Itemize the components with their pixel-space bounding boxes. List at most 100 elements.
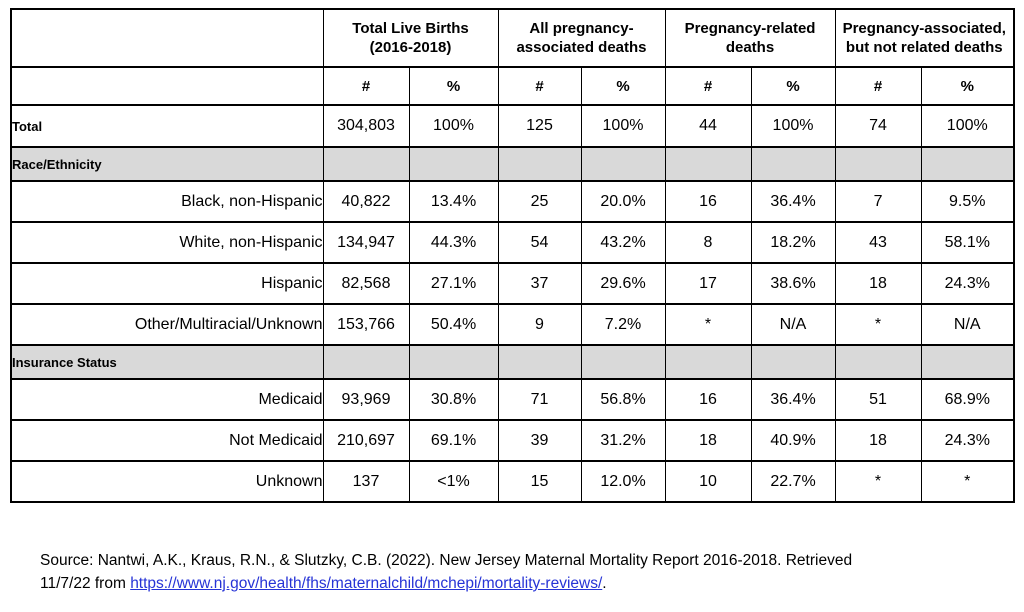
- column-group-header-row: Total Live Births (2016-2018) All pregna…: [10, 8, 1015, 68]
- table-cell: 9.5%: [920, 180, 1015, 223]
- table-cell: 38.6%: [750, 262, 836, 305]
- table-cell: 50.4%: [408, 303, 499, 346]
- table-cell: 37: [497, 262, 582, 305]
- table-cell: 36.4%: [750, 378, 836, 421]
- table-cell: <1%: [408, 460, 499, 503]
- table-cell: 20.0%: [580, 180, 666, 223]
- table-cell: 68.9%: [920, 378, 1015, 421]
- table-cell: 18: [834, 419, 922, 462]
- sub-header-percent: %: [408, 66, 499, 106]
- table-cell: 100%: [750, 104, 836, 148]
- section-empty-cell: [322, 146, 410, 182]
- table-cell: *: [920, 460, 1015, 503]
- table-cell: 15: [497, 460, 582, 503]
- source-link[interactable]: https://www.nj.gov/health/fhs/maternalch…: [130, 575, 603, 592]
- row-label-unknown: Unknown: [10, 460, 324, 503]
- source-text-line1: Source: Nantwi, A.K., Kraus, R.N., & Slu…: [40, 552, 853, 569]
- source-citation: Source: Nantwi, A.K., Kraus, R.N., & Slu…: [40, 549, 990, 595]
- section-empty-cell: [834, 344, 922, 380]
- table-cell: 153,766: [322, 303, 410, 346]
- section-empty-cell: [920, 344, 1015, 380]
- sub-header-count: #: [497, 66, 582, 106]
- table-cell: 304,803: [322, 104, 410, 148]
- section-empty-cell: [664, 344, 752, 380]
- table-cell: 25: [497, 180, 582, 223]
- col-group-label-line: but not related deaths: [845, 39, 1003, 56]
- table-cell: 24.3%: [920, 262, 1015, 305]
- table-cell: 18: [664, 419, 752, 462]
- table-cell: 40.9%: [750, 419, 836, 462]
- table-cell: N/A: [920, 303, 1015, 346]
- maternal-mortality-table: Total Live Births (2016-2018) All pregna…: [10, 8, 1016, 503]
- row-label-medicaid: Medicaid: [10, 378, 324, 421]
- table-cell: 74: [834, 104, 922, 148]
- row-label-not-medicaid: Not Medicaid: [10, 419, 324, 462]
- section-empty-cell: [497, 146, 582, 182]
- table-row-medicaid: Medicaid 93,969 30.8% 71 56.8% 16 36.4% …: [10, 378, 1015, 421]
- table-cell: 43.2%: [580, 221, 666, 264]
- section-empty-cell: [322, 344, 410, 380]
- section-empty-cell: [664, 146, 752, 182]
- row-label-other-multiracial-unknown: Other/Multiracial/Unknown: [10, 303, 324, 346]
- col-group-label-line: deaths: [725, 39, 775, 56]
- table-cell: 44.3%: [408, 221, 499, 264]
- table-cell: 12.0%: [580, 460, 666, 503]
- table-cell: N/A: [750, 303, 836, 346]
- table-cell: 43: [834, 221, 922, 264]
- col-group-label-line: Pregnancy-associated,: [842, 20, 1006, 37]
- table-cell: 100%: [580, 104, 666, 148]
- table-cell: 58.1%: [920, 221, 1015, 264]
- col-group-total-live-births: Total Live Births (2016-2018): [322, 8, 499, 68]
- col-group-label-line: (2016-2018): [369, 39, 452, 56]
- table-cell: 7.2%: [580, 303, 666, 346]
- section-label-race-ethnicity: Race/Ethnicity: [10, 146, 324, 182]
- sub-header-percent: %: [750, 66, 836, 106]
- section-empty-cell: [408, 146, 499, 182]
- corner-cell: [10, 8, 324, 68]
- blank-cell: [10, 66, 324, 106]
- table-cell: 51: [834, 378, 922, 421]
- table-cell: 22.7%: [750, 460, 836, 503]
- table-row-not-medicaid: Not Medicaid 210,697 69.1% 39 31.2% 18 4…: [10, 419, 1015, 462]
- table-cell: 18.2%: [750, 221, 836, 264]
- section-row-race-ethnicity: Race/Ethnicity: [10, 146, 1015, 182]
- table-cell: 17: [664, 262, 752, 305]
- table-cell: *: [664, 303, 752, 346]
- table-row-hispanic: Hispanic 82,568 27.1% 37 29.6% 17 38.6% …: [10, 262, 1015, 305]
- col-group-label-line: All pregnancy-: [529, 20, 634, 37]
- sub-header-count: #: [664, 66, 752, 106]
- total-row: Total 304,803 100% 125 100% 44 100% 74 1…: [10, 104, 1015, 148]
- table-cell: 100%: [920, 104, 1015, 148]
- table-cell: *: [834, 303, 922, 346]
- section-empty-cell: [580, 146, 666, 182]
- sub-header-percent: %: [580, 66, 666, 106]
- row-label-total: Total: [10, 104, 324, 148]
- col-group-associated-not-related: Pregnancy-associated, but not related de…: [834, 8, 1015, 68]
- table-cell: 137: [322, 460, 410, 503]
- table-cell: 31.2%: [580, 419, 666, 462]
- col-group-pregnancy-related: Pregnancy-related deaths: [664, 8, 836, 68]
- sub-header-row: # % # % # % # %: [10, 66, 1015, 106]
- table-cell: 8: [664, 221, 752, 264]
- table-cell: 18: [834, 262, 922, 305]
- table-cell: 10: [664, 460, 752, 503]
- section-empty-cell: [580, 344, 666, 380]
- table-cell: 24.3%: [920, 419, 1015, 462]
- table-cell: 16: [664, 180, 752, 223]
- table-cell: 30.8%: [408, 378, 499, 421]
- table-cell: *: [834, 460, 922, 503]
- sub-header-count: #: [322, 66, 410, 106]
- table-cell: 134,947: [322, 221, 410, 264]
- col-group-label-line: Total Live Births: [352, 20, 469, 37]
- section-empty-cell: [750, 146, 836, 182]
- section-label-insurance-status: Insurance Status: [10, 344, 324, 380]
- table-cell: 39: [497, 419, 582, 462]
- table-row-black-non-hispanic: Black, non-Hispanic 40,822 13.4% 25 20.0…: [10, 180, 1015, 223]
- table-cell: 82,568: [322, 262, 410, 305]
- table-cell: 7: [834, 180, 922, 223]
- sub-header-count: #: [834, 66, 922, 106]
- col-group-label-line: Pregnancy-related: [684, 20, 816, 37]
- table-cell: 44: [664, 104, 752, 148]
- source-text-line2-prefix: 11/7/22 from: [40, 575, 131, 592]
- table-cell: 40,822: [322, 180, 410, 223]
